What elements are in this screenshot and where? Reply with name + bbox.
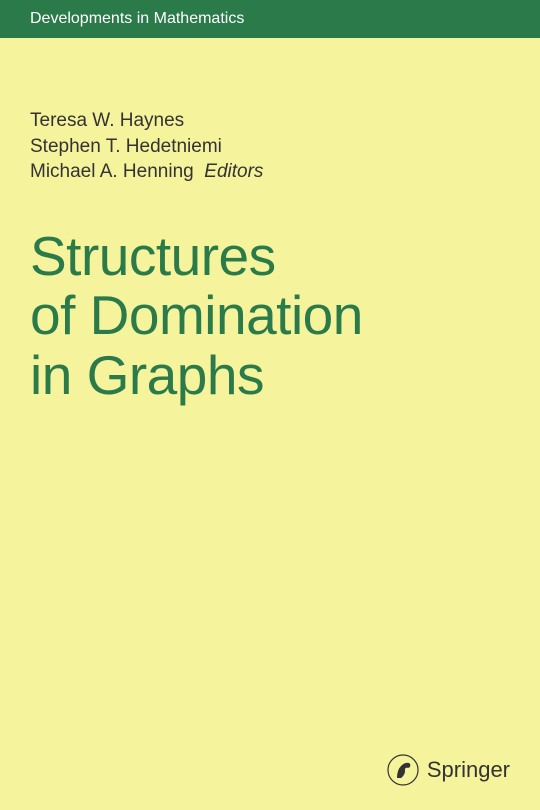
editor-name: Teresa W. Haynes (30, 108, 510, 134)
cover-content: Teresa W. Haynes Stephen T. Hedetniemi M… (0, 38, 540, 405)
book-title: Structures of Domination in Graphs (30, 227, 510, 405)
editor-name: Michael A. Henning (30, 161, 194, 182)
series-name: Developments in Mathematics (30, 10, 244, 27)
publisher-block: Springer (387, 754, 510, 786)
editor-name: Stephen T. Hedetniemi (30, 134, 510, 160)
editors-role-label: Editors (204, 161, 263, 182)
title-line: Structures (30, 225, 276, 287)
title-line: of Domination (30, 284, 363, 346)
editors-block: Teresa W. Haynes Stephen T. Hedetniemi M… (30, 108, 510, 185)
title-line: in Graphs (30, 344, 264, 406)
series-bar: Developments in Mathematics (0, 0, 540, 38)
editor-line-with-role: Michael A. Henning Editors (30, 159, 510, 185)
publisher-name: Springer (427, 757, 510, 783)
springer-horse-icon (387, 754, 419, 786)
